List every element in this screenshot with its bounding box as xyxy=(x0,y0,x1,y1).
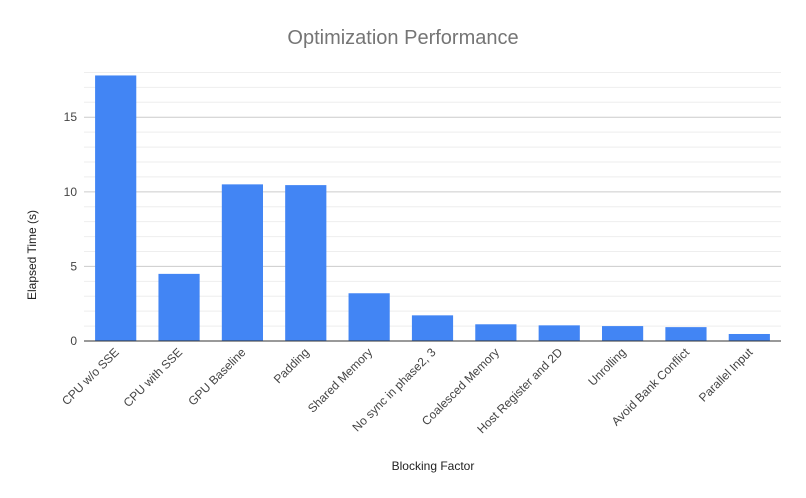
y-tick-label: 5 xyxy=(70,259,77,273)
y-axis-ticks: 0 5 10 15 xyxy=(64,110,78,348)
y-tick-label: 0 xyxy=(70,334,77,348)
bar xyxy=(538,325,580,341)
x-axis-label: Blocking Factor xyxy=(392,459,475,473)
bar xyxy=(95,75,137,341)
x-tick-label: Parallel Input xyxy=(696,345,756,405)
y-axis-label: Elapsed Time (s) xyxy=(25,210,39,300)
gridlines xyxy=(84,71,781,327)
bars xyxy=(95,75,770,341)
bar xyxy=(158,273,200,341)
x-tick-label: Padding xyxy=(271,345,312,386)
chart-title: Optimization Performance xyxy=(287,27,518,49)
bar xyxy=(665,327,707,341)
bar xyxy=(728,333,770,341)
x-tick-label: Unrolling xyxy=(585,345,628,388)
y-tick-label: 10 xyxy=(64,185,78,199)
bar xyxy=(601,326,644,341)
x-tick-label: GPU Baseline xyxy=(185,345,248,408)
x-tick-label: CPU with SSE xyxy=(121,345,186,410)
x-tick-label: Shared Memory xyxy=(305,345,375,415)
bar xyxy=(221,184,264,341)
y-tick-label: 15 xyxy=(64,110,78,124)
bar xyxy=(285,185,327,341)
bar xyxy=(348,293,390,341)
bar xyxy=(475,324,517,341)
x-tick-label: CPU w/o SSE xyxy=(59,345,122,408)
bar xyxy=(411,315,454,341)
